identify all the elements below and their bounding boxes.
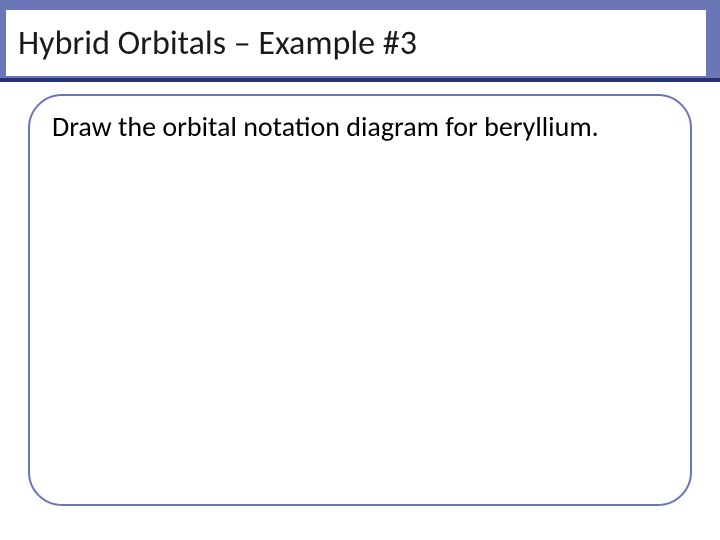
slide-body-text: Draw the orbital notation diagram for be… bbox=[52, 110, 668, 143]
slide: Hybrid Orbitals – Example #3 Draw the or… bbox=[0, 0, 720, 540]
header-band: Hybrid Orbitals – Example #3 bbox=[0, 0, 720, 82]
slide-title: Hybrid Orbitals – Example #3 bbox=[18, 23, 417, 64]
content-box: Draw the orbital notation diagram for be… bbox=[28, 94, 692, 506]
title-box: Hybrid Orbitals – Example #3 bbox=[6, 10, 706, 76]
